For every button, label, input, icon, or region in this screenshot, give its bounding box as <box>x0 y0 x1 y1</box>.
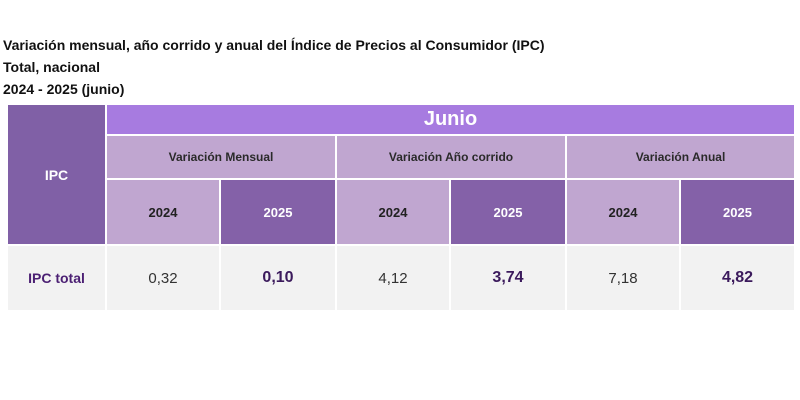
table-row: IPC total 0,32 0,10 4,12 3,74 7,18 4,82 <box>6 244 797 312</box>
cell-corrido-2024: 4,12 <box>335 244 451 312</box>
cell-corrido-2025: 3,74 <box>449 244 567 312</box>
title-line-2: Total, nacional <box>3 59 100 75</box>
row-label-ipc-total: IPC total <box>6 244 107 312</box>
year-header-corrido-2025: 2025 <box>449 178 567 246</box>
group-header-anio-corrido: Variación Año corrido <box>335 134 567 180</box>
year-header-mensual-2025: 2025 <box>219 178 337 246</box>
title-line-3: 2024 - 2025 (junio) <box>3 81 125 97</box>
cell-mensual-2024: 0,32 <box>105 244 221 312</box>
cell-mensual-2025: 0,10 <box>219 244 337 312</box>
year-header-mensual-2024: 2024 <box>105 178 221 246</box>
cell-anual-2024: 7,18 <box>565 244 681 312</box>
group-header-anual: Variación Anual <box>564 134 797 180</box>
group-header-mensual: Variación Mensual <box>105 134 337 180</box>
cell-anual-2025: 4,82 <box>678 244 797 312</box>
year-header-anual-2024: 2024 <box>565 178 681 246</box>
year-header-corrido-2024: 2024 <box>335 178 451 246</box>
title-line-1: Variación mensual, año corrido y anual d… <box>3 37 545 53</box>
report-title: Variación mensual, año corrido y anual d… <box>3 34 544 100</box>
month-header: Junio <box>104 103 797 136</box>
ipc-table: IPC Junio Variación Mensual Variación Añ… <box>6 103 797 312</box>
ipc-corner-header: IPC <box>6 103 107 246</box>
year-header-anual-2025: 2025 <box>678 178 797 246</box>
